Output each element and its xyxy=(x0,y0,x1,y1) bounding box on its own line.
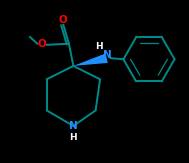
Text: H: H xyxy=(95,42,103,51)
Text: N: N xyxy=(69,121,78,131)
Polygon shape xyxy=(73,53,108,66)
Text: O: O xyxy=(59,15,68,25)
Text: H: H xyxy=(70,133,77,142)
Text: O: O xyxy=(37,39,46,49)
Text: N: N xyxy=(103,50,112,60)
